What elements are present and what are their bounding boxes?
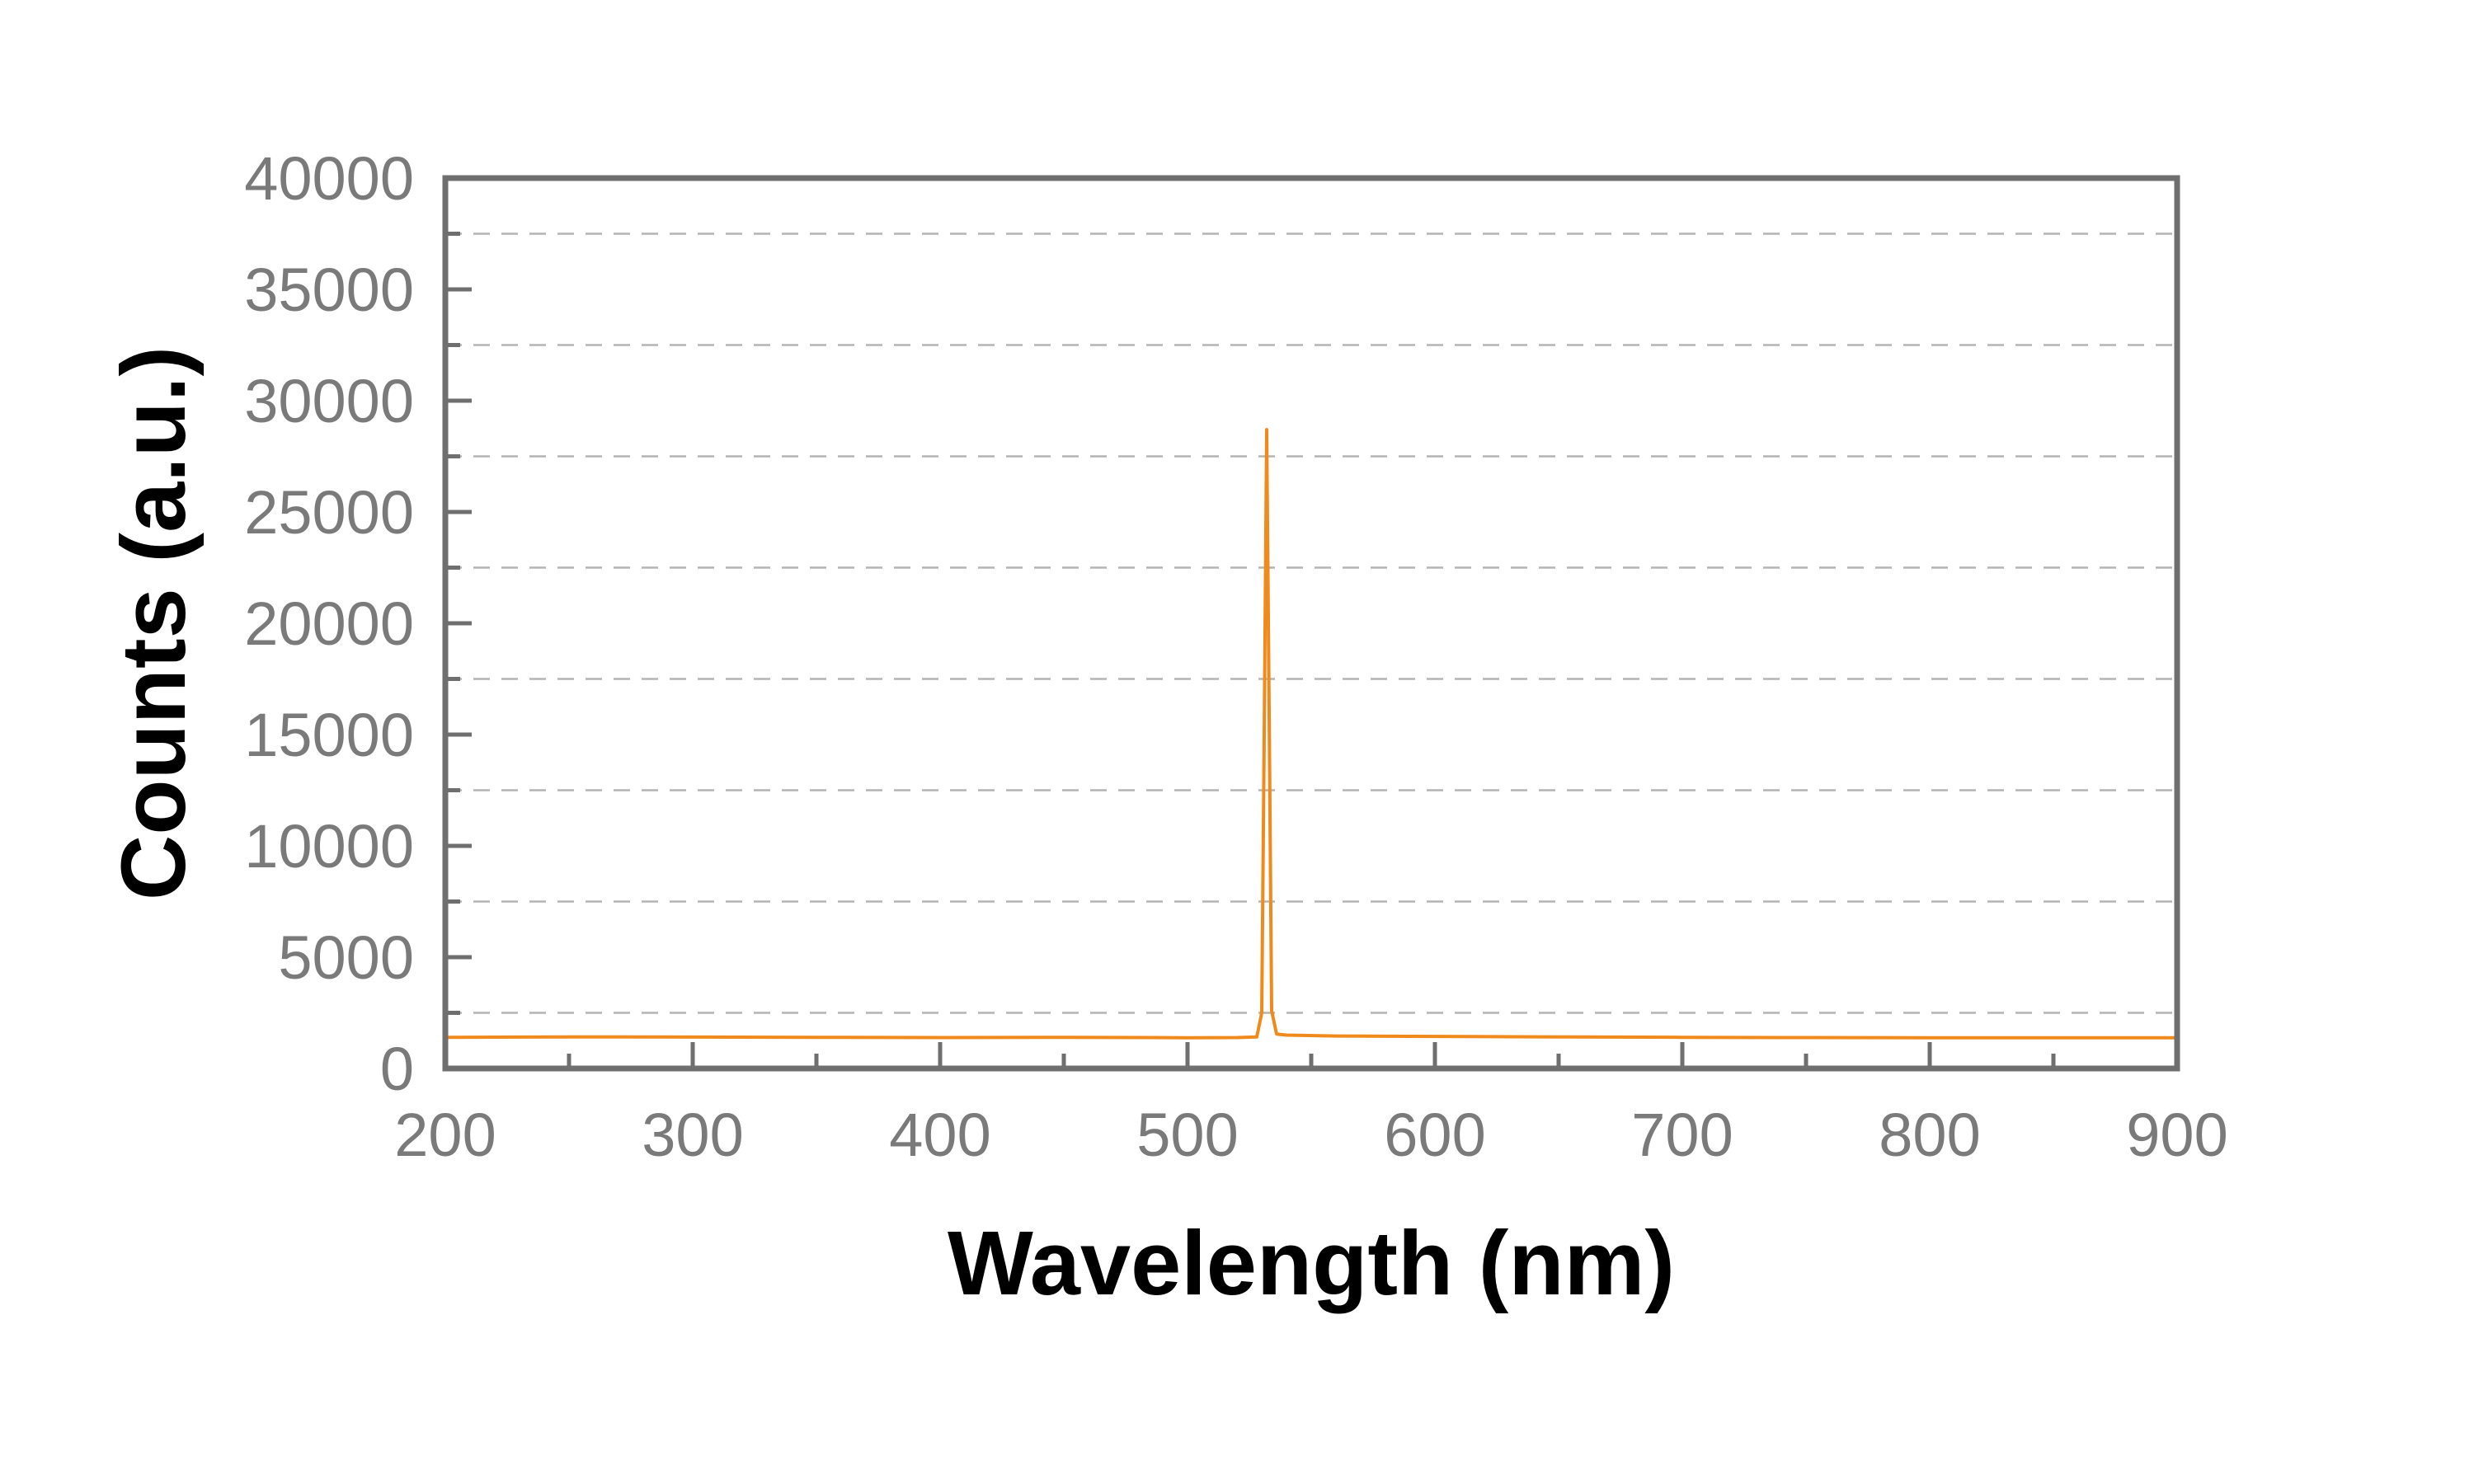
x-tick-label: 500 xyxy=(1136,1101,1238,1169)
x-axis-title: Wavelength (nm) xyxy=(948,1213,1675,1314)
y-tick-label: 35000 xyxy=(244,256,414,324)
x-tick-label: 200 xyxy=(394,1101,496,1169)
grid-lines xyxy=(445,232,2177,1014)
x-tick-label: 400 xyxy=(889,1101,990,1169)
y-tick-labels: 0 5000 10000 15000 20000 25000 30000 35000 40000 xyxy=(244,144,414,1103)
axis-ticks xyxy=(443,176,2180,1071)
y-tick-label: 20000 xyxy=(244,589,414,658)
plot-frame xyxy=(442,175,2180,1072)
y-tick-label: 5000 xyxy=(278,923,414,992)
y-tick-label: 10000 xyxy=(244,812,414,881)
spectrum-line xyxy=(444,428,2177,1040)
x-tick-label: 900 xyxy=(2126,1101,2227,1169)
y-tick-label: 40000 xyxy=(244,144,414,213)
y-tick-label: 25000 xyxy=(244,478,414,547)
x-tick-label: 600 xyxy=(1384,1101,1485,1169)
y-tick-label: 30000 xyxy=(244,367,414,435)
y-tick-label: 15000 xyxy=(244,701,414,769)
y-axis-title: Counts (a.u.) xyxy=(103,346,205,900)
y-tick-label: 0 xyxy=(380,1035,414,1103)
x-tick-label: 800 xyxy=(1879,1101,1980,1169)
x-tick-label: 300 xyxy=(642,1101,743,1169)
x-tick-labels: 200 300 400 500 600 700 800 900 xyxy=(394,1101,2227,1169)
series-layer xyxy=(444,428,2177,1040)
x-tick-label: 700 xyxy=(1631,1101,1733,1169)
